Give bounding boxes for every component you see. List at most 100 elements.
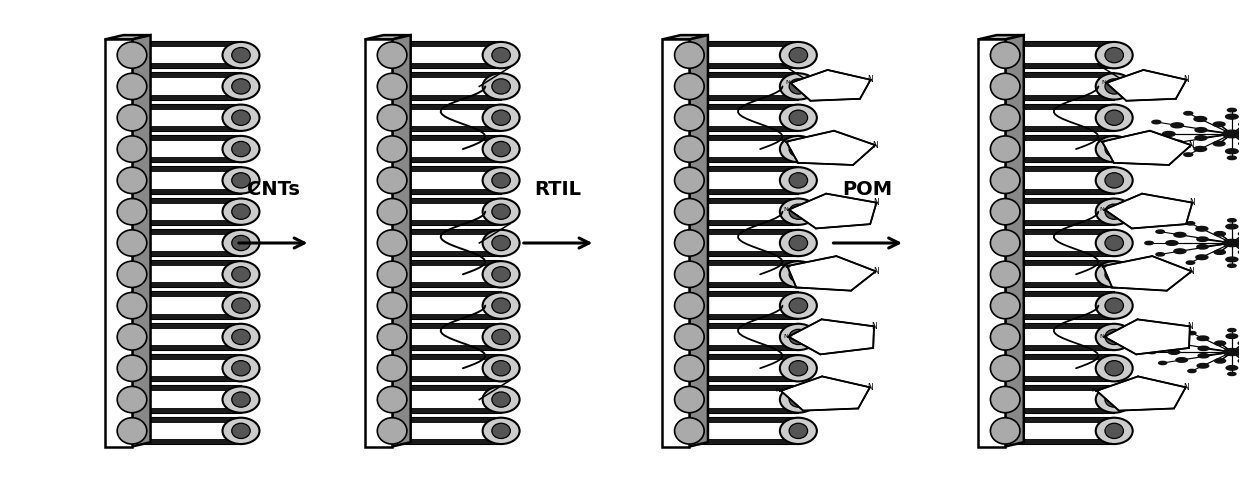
Bar — [1006, 355, 1115, 382]
Bar — [1006, 293, 1115, 319]
Bar — [689, 386, 799, 391]
Ellipse shape — [675, 230, 704, 256]
Bar — [131, 439, 241, 444]
Circle shape — [1214, 250, 1225, 254]
Bar — [392, 199, 501, 204]
Circle shape — [1174, 249, 1185, 254]
Ellipse shape — [675, 136, 704, 162]
Bar — [1006, 42, 1115, 68]
Circle shape — [1174, 232, 1185, 237]
Bar — [392, 42, 501, 68]
Ellipse shape — [991, 73, 1021, 100]
Ellipse shape — [991, 324, 1021, 350]
Text: N+: N+ — [782, 263, 792, 269]
Ellipse shape — [789, 267, 807, 282]
Ellipse shape — [482, 230, 520, 256]
Bar — [689, 157, 799, 162]
Ellipse shape — [492, 204, 511, 219]
Circle shape — [1168, 350, 1179, 354]
Bar — [1006, 157, 1115, 162]
Bar — [131, 230, 241, 256]
Circle shape — [1194, 117, 1207, 122]
Ellipse shape — [1096, 355, 1132, 382]
Ellipse shape — [222, 324, 259, 350]
Circle shape — [1141, 132, 1149, 136]
Circle shape — [1166, 241, 1178, 245]
Bar — [392, 73, 501, 78]
Ellipse shape — [991, 136, 1021, 162]
Bar — [689, 220, 799, 225]
Circle shape — [1197, 244, 1208, 249]
Bar — [1006, 104, 1115, 131]
Bar — [689, 230, 799, 235]
Circle shape — [1194, 146, 1207, 152]
Text: N: N — [1189, 198, 1195, 207]
Bar — [689, 377, 799, 382]
Bar — [392, 418, 501, 444]
Circle shape — [1239, 122, 1240, 127]
Bar — [1006, 418, 1115, 423]
Text: N: N — [1183, 383, 1189, 392]
Ellipse shape — [1096, 230, 1132, 256]
Circle shape — [1239, 341, 1240, 346]
Text: POM: POM — [843, 180, 893, 199]
Ellipse shape — [789, 235, 807, 251]
Ellipse shape — [780, 324, 817, 350]
Ellipse shape — [232, 267, 250, 282]
Circle shape — [1187, 222, 1194, 225]
Ellipse shape — [232, 79, 250, 94]
Ellipse shape — [232, 330, 250, 345]
Bar — [689, 42, 799, 68]
Bar — [689, 418, 799, 444]
Bar — [689, 261, 799, 287]
Ellipse shape — [1096, 418, 1132, 444]
Ellipse shape — [482, 104, 520, 131]
Bar — [392, 73, 501, 100]
Bar — [131, 377, 241, 382]
Ellipse shape — [1105, 298, 1123, 313]
Circle shape — [1226, 257, 1238, 262]
Ellipse shape — [675, 261, 704, 287]
Text: N+: N+ — [776, 388, 786, 393]
Ellipse shape — [780, 355, 817, 382]
Circle shape — [1239, 141, 1240, 146]
Ellipse shape — [1096, 42, 1132, 68]
Ellipse shape — [232, 204, 250, 219]
Ellipse shape — [377, 104, 407, 131]
Bar — [131, 324, 241, 329]
Ellipse shape — [377, 386, 407, 413]
Ellipse shape — [675, 42, 704, 68]
Circle shape — [1198, 354, 1209, 358]
Circle shape — [1195, 226, 1208, 231]
Bar — [1006, 386, 1115, 413]
Ellipse shape — [780, 167, 817, 193]
Text: N+: N+ — [1091, 388, 1101, 393]
Ellipse shape — [789, 392, 807, 407]
Circle shape — [1188, 331, 1197, 335]
Text: N: N — [874, 198, 879, 207]
Circle shape — [1228, 219, 1236, 222]
Circle shape — [1228, 372, 1236, 376]
Bar — [689, 95, 799, 100]
Ellipse shape — [991, 261, 1021, 287]
Ellipse shape — [789, 79, 807, 94]
Ellipse shape — [1105, 48, 1123, 63]
Ellipse shape — [789, 141, 807, 156]
Circle shape — [1228, 156, 1236, 159]
Ellipse shape — [789, 204, 807, 219]
Bar — [689, 63, 799, 68]
Bar — [1006, 261, 1115, 287]
Bar — [689, 136, 799, 141]
Text: N+: N+ — [781, 139, 791, 144]
Bar — [104, 39, 131, 447]
Bar — [392, 104, 501, 109]
Bar — [131, 261, 241, 266]
Ellipse shape — [789, 330, 807, 345]
Ellipse shape — [492, 330, 511, 345]
Bar — [392, 418, 501, 423]
Bar — [689, 199, 799, 225]
Bar — [392, 439, 501, 444]
Bar — [1006, 73, 1115, 100]
Ellipse shape — [232, 423, 250, 438]
Ellipse shape — [1105, 141, 1123, 156]
